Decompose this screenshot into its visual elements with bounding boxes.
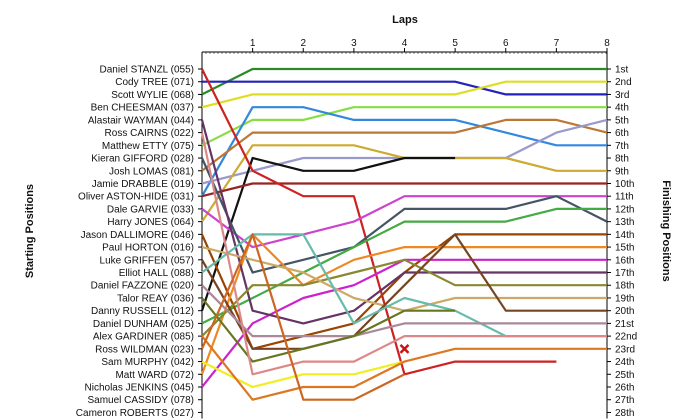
driver-label: Daniel DUNHAM (025) — [93, 319, 194, 330]
driver-label: Matt WARD (072) — [115, 370, 194, 381]
x-tick-label: 7 — [554, 38, 560, 49]
driver-label: Luke GRIFFEN (057) — [100, 255, 194, 266]
y-axis-label-right: Finishing Positions — [660, 180, 672, 281]
finish-position-label: 6th — [615, 128, 629, 139]
driver-position-line — [200, 156, 456, 312]
driver-label: Elliot HALL (088) — [119, 268, 194, 279]
driver-position-line — [201, 284, 607, 338]
driver-label: Samuel CASSIDY (078) — [87, 395, 194, 406]
driver-label: Ross WILDMAN (023) — [95, 344, 194, 355]
driver-position-line — [200, 119, 607, 325]
driver-label: Jamie DRABBLE (019) — [92, 179, 194, 190]
driver-label: Josh LOMAS (081) — [109, 166, 194, 177]
driver-position-line — [201, 67, 607, 96]
finish-position-label: 11th — [615, 192, 634, 203]
finish-position-label: 9th — [615, 166, 629, 177]
finish-position-label: 3rd — [615, 90, 629, 101]
driver-label: Danny RUSSELL (012) — [91, 306, 194, 317]
driver-position-line — [201, 182, 607, 198]
driver-label: Ross CAIRNS (022) — [105, 128, 194, 139]
driver-label: Cody TREE (071) — [115, 77, 194, 88]
driver-label: Dale GARVIE (033) — [107, 204, 194, 215]
driver-position-line — [201, 258, 607, 337]
finish-position-label: 26th — [615, 383, 634, 394]
x-tick-label: 5 — [452, 38, 458, 49]
series-group — [200, 67, 608, 401]
driver-position-line — [201, 246, 607, 312]
finish-position-label: 13th — [615, 217, 634, 228]
annotation-group — [399, 343, 410, 354]
finish-position-label: 18th — [615, 281, 634, 292]
finish-position-label: 28th — [615, 408, 634, 419]
finish-position-label: 20th — [615, 306, 634, 317]
driver-position-line — [200, 132, 607, 376]
driver-position-line — [201, 106, 607, 147]
finish-position-label: 16th — [615, 255, 634, 266]
driver-label: Daniel STANZL (055) — [100, 65, 194, 76]
finish-position-label: 22nd — [615, 332, 637, 343]
driver-label: Nicholas JENKINS (045) — [85, 383, 194, 394]
finish-position-label: 23rd — [615, 344, 635, 355]
driver-label: Alex GARDINER (085) — [93, 332, 194, 343]
x-tick-label: 4 — [402, 38, 408, 49]
finish-position-label: 2nd — [615, 77, 632, 88]
x-tick-label: 3 — [351, 38, 357, 49]
driver-position-line — [202, 80, 607, 96]
finish-position-label: 1st — [615, 65, 629, 76]
driver-label: Oliver ASTON-HIDE (031) — [78, 192, 194, 203]
driver-label: Ben CHEESMAN (037) — [91, 103, 194, 114]
driver-position-line — [200, 233, 607, 375]
finish-position-label: 7th — [615, 141, 629, 152]
driver-label: Scott WYLIE (068) — [111, 90, 194, 101]
driver-label: Kieran GIFFORD (028) — [91, 154, 194, 165]
driver-label: Paul HORTON (016) — [102, 243, 194, 254]
finish-position-label: 14th — [615, 230, 634, 241]
driver-label: Jason DALLIMORE (046) — [81, 230, 194, 241]
driver-position-line — [200, 233, 405, 401]
driver-label: Cameron ROBERTS (027) — [76, 408, 194, 419]
finish-position-label: 5th — [615, 115, 629, 126]
driver-position-line — [201, 118, 608, 172]
x-tick-label: 2 — [300, 38, 306, 49]
driver-position-line — [201, 297, 456, 363]
driver-position-line — [201, 195, 607, 249]
driver-position-line — [201, 118, 608, 185]
x-axis: 1 2 3 4 5 6 7 8 — [202, 38, 610, 54]
left-axis: Daniel STANZL (055)Cody TREE (071) Scott … — [76, 52, 203, 419]
x-tick-label: 6 — [503, 38, 509, 49]
driver-label: Talor REAY (036) — [117, 293, 194, 304]
x-tick-label: 8 — [604, 38, 610, 49]
chart-title: Laps — [392, 14, 418, 26]
finish-position-label: 12th — [615, 204, 634, 215]
driver-position-line — [201, 68, 557, 376]
driver-label: Alastair WAYMAN (044) — [88, 115, 194, 126]
finish-position-label: 25th — [615, 370, 634, 381]
finish-position-label: 21st — [615, 319, 634, 330]
finish-position-label: 24th — [615, 357, 634, 368]
finish-position-label: 27th — [615, 395, 634, 406]
driver-label: Sam MURPHY (042) — [101, 357, 194, 368]
driver-label: Matthew ETTY (075) — [102, 141, 194, 152]
x-tick-label: 1 — [250, 38, 256, 49]
finish-position-label: 4th — [615, 103, 629, 114]
driver-label: Daniel FAZZONE (020) — [91, 281, 194, 292]
driver-position-line — [200, 233, 607, 350]
y-axis-label-left: Starting Positions — [24, 184, 36, 278]
driver-position-line — [200, 157, 608, 274]
driver-position-line — [201, 335, 607, 401]
finish-position-label: 15th — [615, 243, 634, 254]
finish-position-label: 17th — [615, 268, 634, 279]
driver-label: Harry JONES (064) — [107, 217, 194, 228]
finish-position-label: 8th — [615, 154, 629, 165]
finish-position-label: 10th — [615, 179, 634, 190]
finish-position-label: 19th — [615, 293, 634, 304]
crash-marker-icon — [399, 343, 410, 354]
driver-position-line — [201, 233, 607, 350]
driver-position-line — [201, 80, 607, 109]
